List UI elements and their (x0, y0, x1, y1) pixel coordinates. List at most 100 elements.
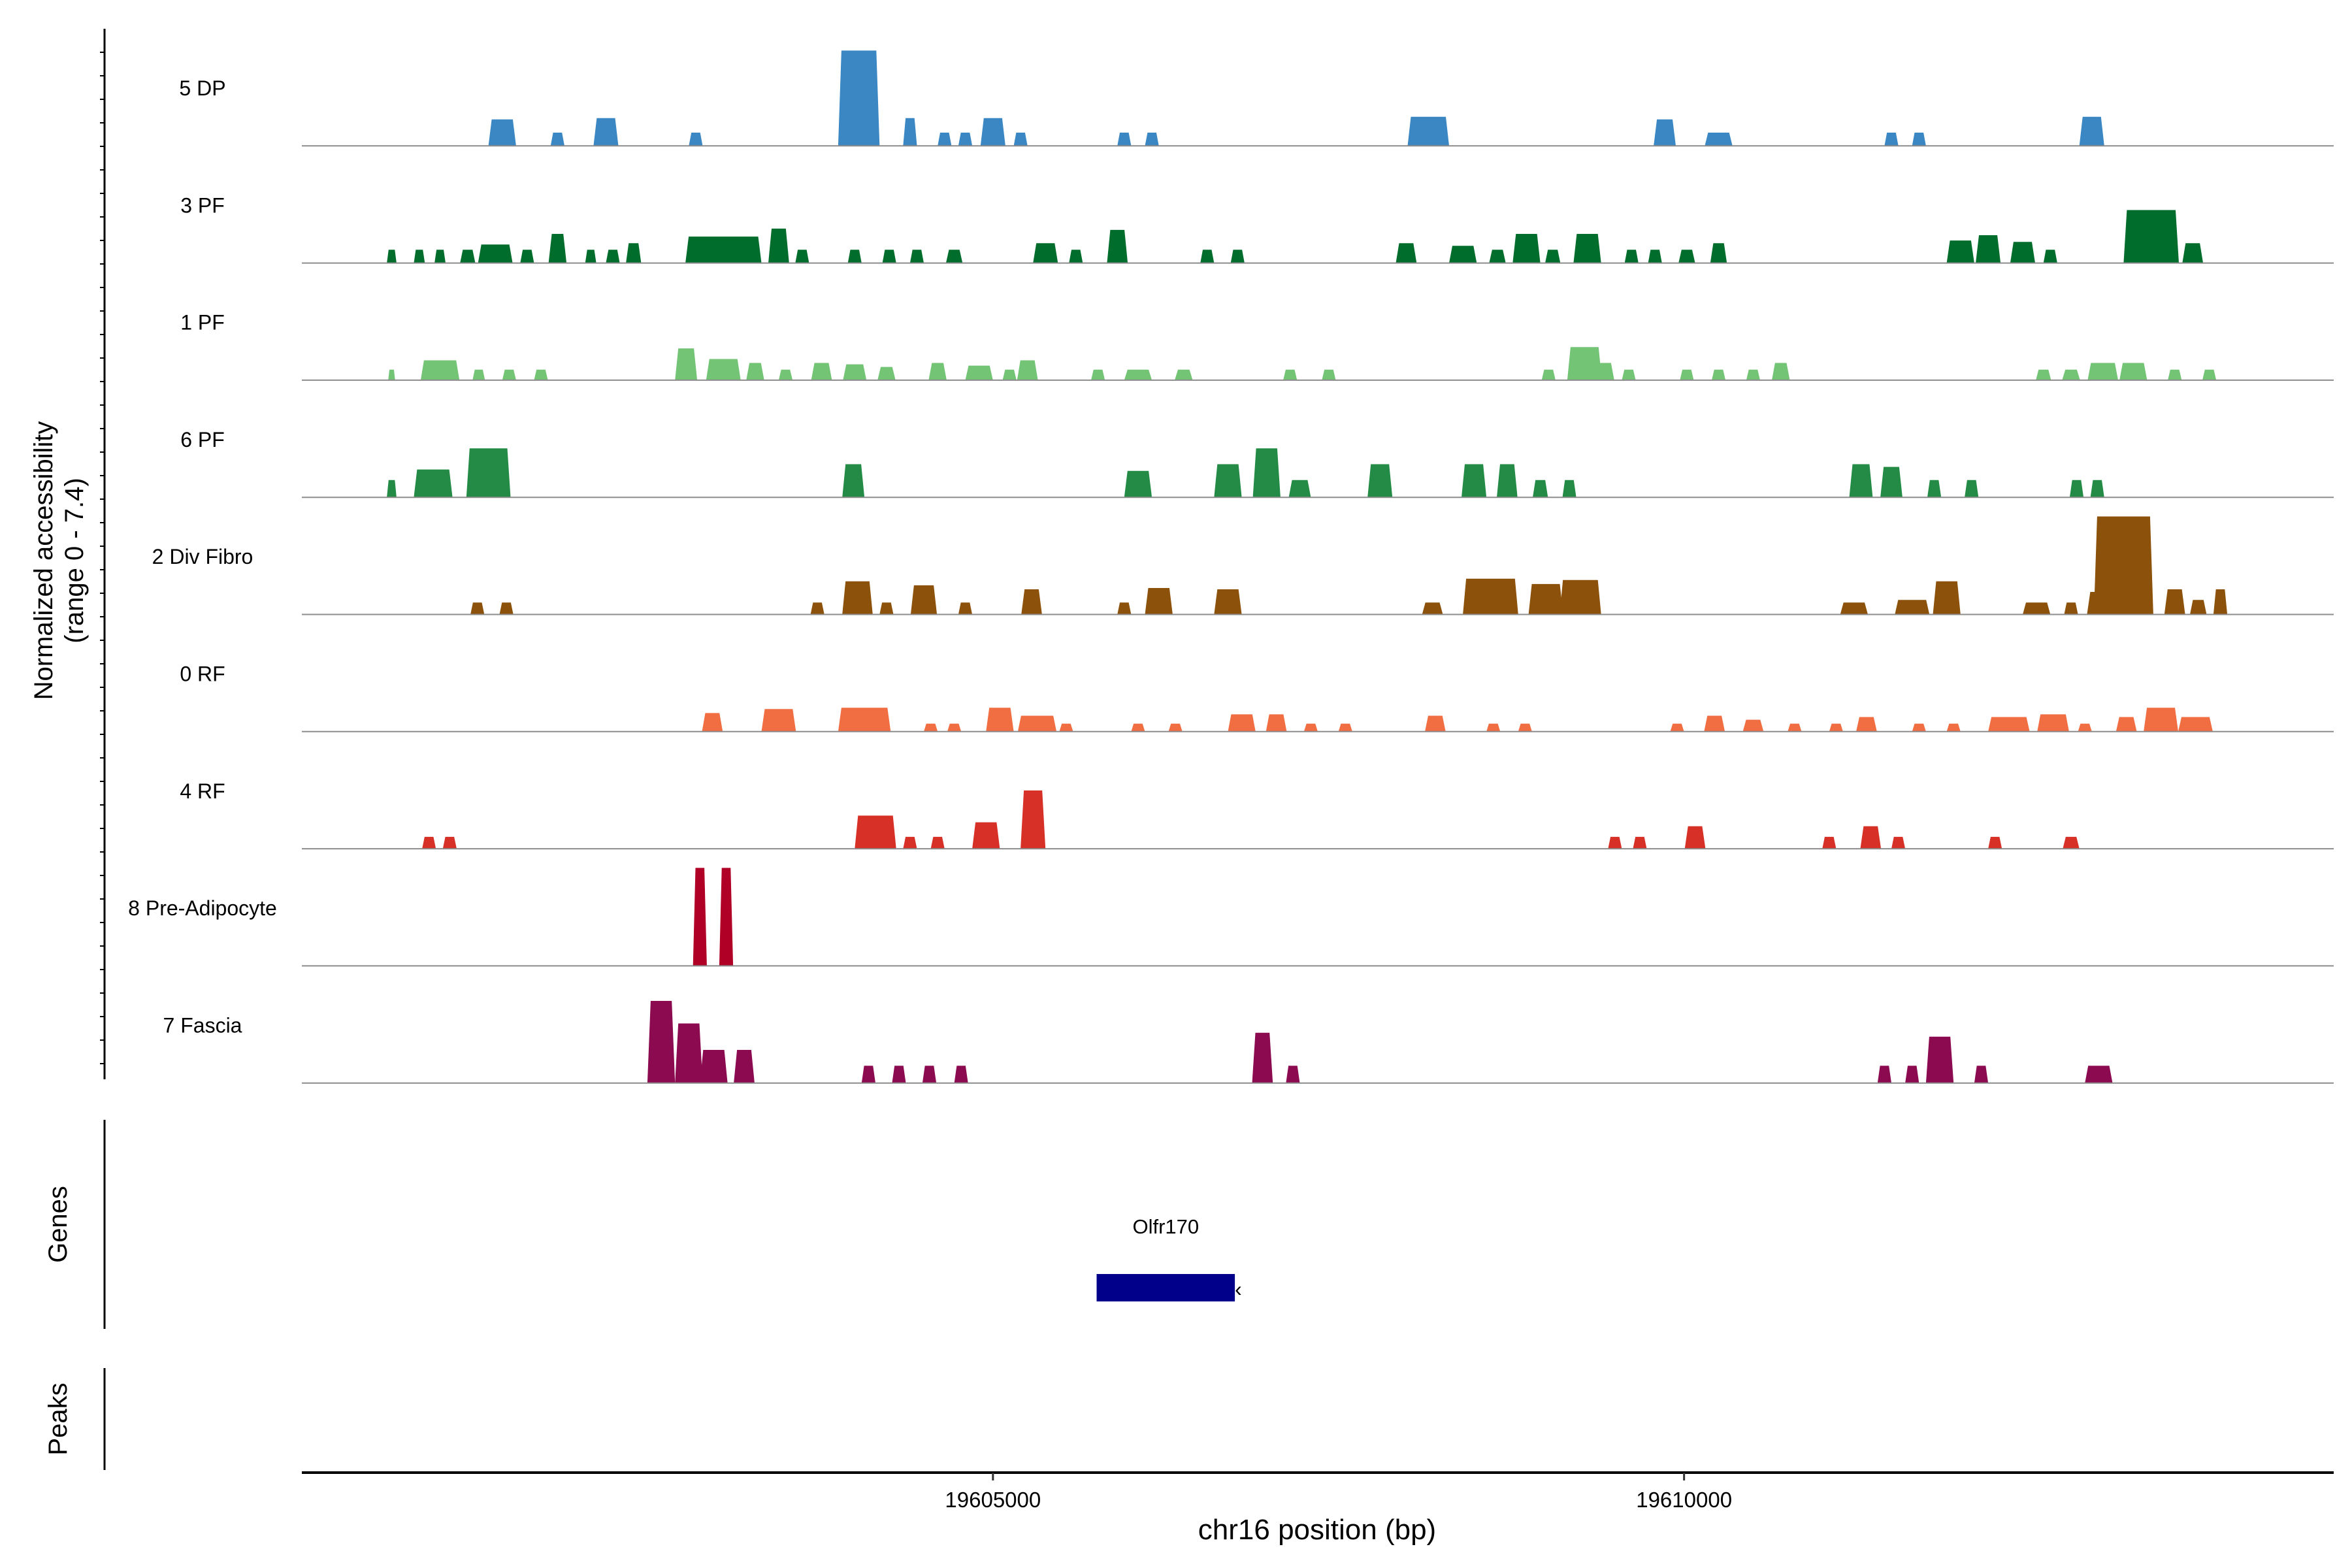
peak (2123, 210, 2179, 263)
peak (1856, 717, 1877, 732)
track-8-pre-adipocyte: 8 Pre-Adipocyte (128, 868, 2334, 967)
gene-label: Olfr170 (1132, 1215, 1199, 1238)
peak (422, 836, 436, 849)
peak (1168, 723, 1183, 732)
peak (855, 815, 896, 849)
peak (2115, 717, 2137, 732)
peak (945, 250, 963, 263)
peak (2043, 250, 2057, 263)
peak (938, 133, 952, 146)
track-label: 8 Pre-Adipocyte (128, 896, 277, 920)
peak (1214, 589, 1242, 615)
peak (2010, 242, 2035, 263)
peak (1396, 243, 1417, 263)
peak (593, 118, 619, 146)
peak (675, 1023, 703, 1083)
peak (1974, 1066, 1989, 1083)
peak (1463, 578, 1518, 615)
peak (922, 1066, 937, 1083)
peak (1021, 589, 1042, 615)
peak (1880, 466, 1903, 498)
peak (693, 868, 707, 966)
peak (2144, 708, 2178, 732)
peak (1877, 1066, 1891, 1083)
peak (842, 581, 873, 615)
peak (1678, 250, 1695, 263)
peak (1946, 723, 1961, 732)
peak (1860, 826, 1882, 849)
peak (958, 133, 973, 146)
peak (2078, 723, 2092, 732)
peak (903, 836, 917, 849)
peak (1822, 836, 1837, 849)
peak (1518, 723, 1532, 732)
peak (980, 118, 1005, 146)
peak (1704, 715, 1725, 732)
peak (606, 250, 620, 263)
track-label: 4 RF (180, 779, 225, 803)
peak (1422, 602, 1443, 615)
peak (1117, 602, 1132, 615)
peak (626, 243, 642, 263)
peak (986, 708, 1014, 732)
peak (877, 367, 896, 380)
peak (879, 602, 894, 615)
peak (1840, 602, 1868, 615)
peak (1624, 250, 1639, 263)
track-label: 7 Fascia (163, 1013, 242, 1037)
track-5-dp: 5 DP (179, 50, 2334, 147)
track-1-pf: 1 PF (180, 311, 2334, 381)
peak (947, 723, 962, 732)
peak (1033, 243, 1058, 263)
peak (2063, 836, 2080, 849)
peak (388, 369, 395, 380)
peak (810, 602, 825, 615)
peak (520, 250, 534, 263)
peak (1283, 369, 1298, 380)
peak (1528, 583, 1563, 615)
peak (1059, 723, 1073, 732)
peaks-panel-label: Peaks (44, 1382, 73, 1455)
peak (1884, 133, 1899, 146)
peak (1013, 133, 1028, 146)
peak (2079, 116, 2104, 146)
peak (1742, 719, 1764, 732)
peak (2069, 480, 2084, 498)
peak (702, 713, 723, 732)
peak (1712, 369, 1726, 380)
peak (838, 50, 880, 146)
peak (746, 363, 764, 380)
peak (1145, 133, 1159, 146)
peak (1560, 580, 1601, 615)
peak (768, 228, 789, 263)
x-axis-ticks: 19605000 19610000 (945, 1473, 1732, 1512)
peak (1425, 715, 1446, 732)
track-label: 5 DP (179, 76, 225, 100)
peak (1322, 369, 1336, 380)
peak (1965, 480, 1979, 498)
peak (1622, 369, 1636, 380)
peak (903, 118, 917, 146)
peak (928, 363, 947, 380)
peak (2182, 243, 2204, 263)
peak (1131, 723, 1145, 732)
peak (1670, 723, 1684, 732)
peak (958, 602, 973, 615)
peak (1266, 714, 1287, 732)
peak (1705, 133, 1733, 146)
peak (882, 250, 896, 263)
peak (1449, 246, 1477, 263)
peak (1124, 470, 1152, 498)
peak (847, 250, 862, 263)
peak (675, 348, 698, 380)
peak (2064, 602, 2078, 615)
peak (842, 464, 865, 498)
peak (1252, 448, 1281, 498)
peak (478, 244, 513, 263)
peak (1017, 715, 1057, 732)
peak (1684, 826, 1706, 849)
peak (1497, 464, 1518, 498)
peak (1486, 723, 1501, 732)
peak (892, 1066, 906, 1083)
peak (2023, 602, 2051, 615)
